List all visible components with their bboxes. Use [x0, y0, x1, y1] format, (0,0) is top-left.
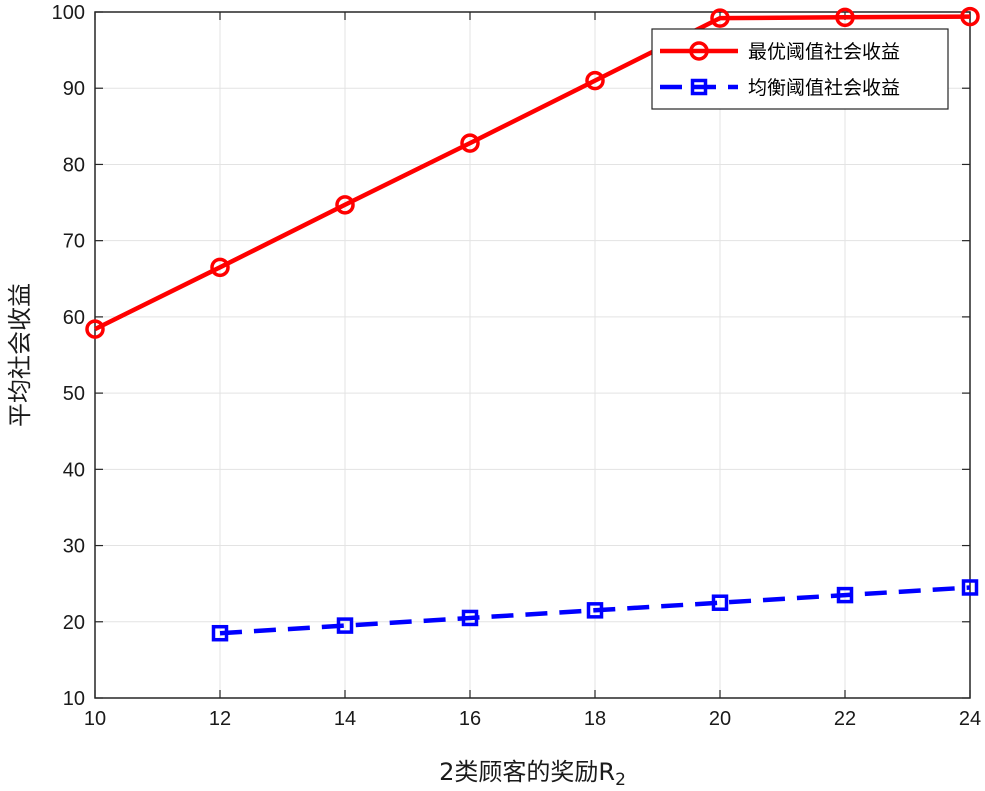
y-tick-label: 90 [63, 78, 85, 100]
data-point [85, 319, 105, 339]
series-1 [85, 6, 980, 339]
y-tick-label: 40 [63, 459, 85, 481]
x-tick-label: 22 [834, 708, 856, 730]
axis-ticks: 10 12 14 16 18 20 22 24 10 20 30 40 50 60 70 80 90 100 [52, 2, 982, 730]
x-tick-label: 10 [84, 708, 106, 730]
data-point [690, 78, 708, 96]
plot-area [94, 11, 971, 699]
y-tick-label: 80 [63, 154, 85, 176]
data-point [336, 617, 354, 634]
data-point [335, 195, 355, 215]
x-axis-label-subscript: 2 [615, 770, 626, 790]
data-point [585, 70, 605, 91]
data-point [586, 602, 604, 619]
series-2 [211, 579, 979, 642]
x-tick-label: 12 [209, 708, 231, 730]
x-axis-label: 2类顾客的奖励R2 [439, 758, 626, 790]
x-tick-label: 18 [584, 708, 606, 730]
y-tick-label: 30 [63, 536, 85, 558]
y-axis-label: 平均社会收益 [6, 283, 34, 427]
series-line [94, 14, 971, 332]
legend-label: 最优阈值社会收益 [748, 41, 900, 63]
y-tick-label: 60 [63, 307, 85, 329]
data-point [960, 6, 980, 27]
data-point [836, 586, 854, 604]
legend-entry: 均衡阈值社会收益 [660, 77, 900, 99]
y-tick-label: 70 [63, 231, 85, 253]
data-point [711, 594, 729, 611]
y-tick-label: 10 [63, 688, 85, 710]
data-point [211, 624, 229, 642]
x-tick-label: 14 [334, 708, 356, 730]
y-tick-label: 20 [63, 612, 85, 634]
data-point [961, 579, 979, 596]
x-tick-label: 16 [459, 708, 481, 730]
data-point [210, 257, 230, 278]
series-line [219, 585, 971, 636]
data-point [461, 609, 479, 627]
data-point [835, 7, 855, 28]
series-group [85, 6, 980, 642]
data-point [689, 41, 709, 61]
x-tick-label: 20 [709, 708, 731, 730]
data-point [460, 133, 480, 153]
legend-entry: 最优阈值社会收益 [660, 41, 900, 63]
data-point [710, 8, 730, 28]
x-tick-label: 24 [959, 708, 981, 730]
legend-label: 均衡阈值社会收益 [748, 77, 900, 99]
y-tick-label: 100 [52, 2, 85, 24]
x-axis-label-main: 2类顾客的奖励R [439, 758, 615, 786]
y-tick-label: 50 [63, 383, 85, 405]
